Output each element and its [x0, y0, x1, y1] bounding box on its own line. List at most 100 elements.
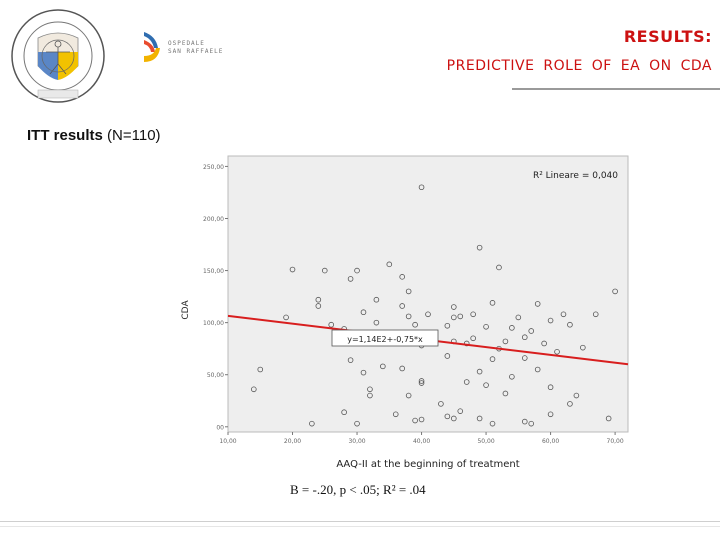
x-tick-label: 40,00: [413, 438, 430, 445]
data-point: [476, 415, 483, 422]
data-point: [444, 322, 451, 329]
x-tick-label: 20,00: [284, 438, 301, 445]
y-tick-label: 250,00: [203, 164, 224, 171]
data-point: [567, 321, 573, 328]
data-point: [605, 415, 612, 422]
data-point: [399, 365, 405, 372]
data-point: [360, 309, 367, 316]
data-point: [418, 184, 425, 191]
data-point: [547, 317, 554, 324]
data-point: [399, 303, 405, 309]
hospital-name: OSPEDALE SAN RAFFAELE: [168, 40, 223, 56]
data-point: [534, 301, 541, 307]
data-point: [283, 314, 289, 321]
data-point: [315, 303, 322, 309]
data-point: [470, 311, 476, 318]
plot-background: [227, 155, 629, 433]
data-point: [412, 321, 418, 328]
x-axis-label: AAQ-II at the beginning of treatment: [336, 459, 519, 470]
hospital-name-line1: OSPEDALE: [168, 40, 205, 47]
y-tick-label: 100,00: [203, 320, 224, 327]
data-point: [476, 368, 483, 375]
data-point: [547, 384, 554, 391]
data-point: [509, 374, 515, 380]
data-point: [521, 355, 528, 361]
data-point: [367, 392, 373, 399]
data-point: [476, 244, 483, 251]
data-point: [360, 369, 367, 376]
x-axis-ticks: 10,00 20,00 30,00 40,00 50,00 60,00 70,00: [219, 432, 624, 445]
data-point: [444, 413, 451, 420]
section-label-rest: (N=110): [107, 127, 161, 144]
university-seal-logo: [11, 9, 105, 103]
data-point: [347, 276, 354, 282]
data-point: [451, 304, 457, 310]
data-point: [386, 261, 393, 268]
data-point: [463, 379, 470, 385]
data-point: [418, 378, 425, 384]
section-label: ITT results (N=110): [27, 127, 161, 144]
data-point: [257, 366, 264, 373]
data-point: [367, 386, 373, 393]
data-point: [405, 288, 412, 295]
data-point: [483, 382, 489, 388]
y-axis-ticks: 00 50,00 100,00 150,00 200,00 250,00: [203, 164, 228, 431]
data-point: [554, 349, 560, 355]
data-point: [451, 314, 457, 321]
data-point: [496, 264, 502, 271]
data-point: [418, 416, 425, 423]
data-point: [489, 300, 496, 306]
footer-divider: [0, 521, 720, 522]
x-tick-label: 10,00: [219, 438, 236, 445]
regression-stats: B = -.20, p < .05; R² = .04: [290, 482, 426, 497]
data-point: [405, 392, 412, 399]
data-point: [541, 340, 547, 347]
data-point: [521, 334, 528, 341]
y-axis-label: CDA: [181, 300, 191, 320]
y-tick-label: 50,00: [207, 372, 224, 379]
data-point: [405, 313, 412, 320]
fit-equation-label: y=1,14E2+-0,75*x: [347, 335, 423, 344]
data-point: [489, 356, 496, 362]
section-label-bold: ITT results: [27, 127, 103, 144]
hospital-name-line2: SAN RAFFAELE: [168, 48, 224, 55]
data-point: [528, 328, 535, 334]
data-point: [341, 409, 347, 416]
data-point: [521, 418, 528, 425]
data-point: [373, 319, 380, 326]
x-tick-label: 60,00: [542, 438, 559, 445]
data-point: [515, 314, 522, 321]
data-point: [418, 380, 425, 386]
x-tick-label: 30,00: [348, 438, 365, 445]
data-point: [347, 357, 354, 363]
title-underline: [512, 88, 720, 90]
data-point: [321, 267, 328, 274]
data-point: [444, 353, 451, 359]
hospital-logo: [144, 32, 160, 62]
data-point: [399, 274, 405, 280]
data-point: [412, 417, 418, 424]
data-point: [289, 266, 296, 273]
data-point: [251, 386, 257, 393]
y-tick-label: 150,00: [203, 268, 224, 275]
data-point: [502, 338, 509, 345]
data-point: [392, 411, 399, 418]
data-point: [573, 392, 580, 399]
data-point: [425, 311, 431, 318]
data-point: [509, 325, 515, 331]
data-point: [309, 420, 315, 427]
data-point: [580, 344, 586, 351]
data-point: [534, 366, 541, 373]
data-point: [328, 321, 335, 328]
page-title: RESULTS:: [623, 27, 712, 46]
data-point: [592, 311, 599, 318]
data-point: [354, 420, 360, 427]
data-point: [457, 408, 464, 414]
data-point: [438, 401, 444, 407]
data-point: [457, 313, 464, 320]
data-point: [612, 288, 618, 295]
y-tick-label: 200,00: [203, 216, 224, 223]
data-point: [463, 340, 470, 347]
data-point: [560, 311, 567, 318]
page-subtitle: PREDICTIVE ROLE OF EA ON CDA: [446, 58, 712, 74]
